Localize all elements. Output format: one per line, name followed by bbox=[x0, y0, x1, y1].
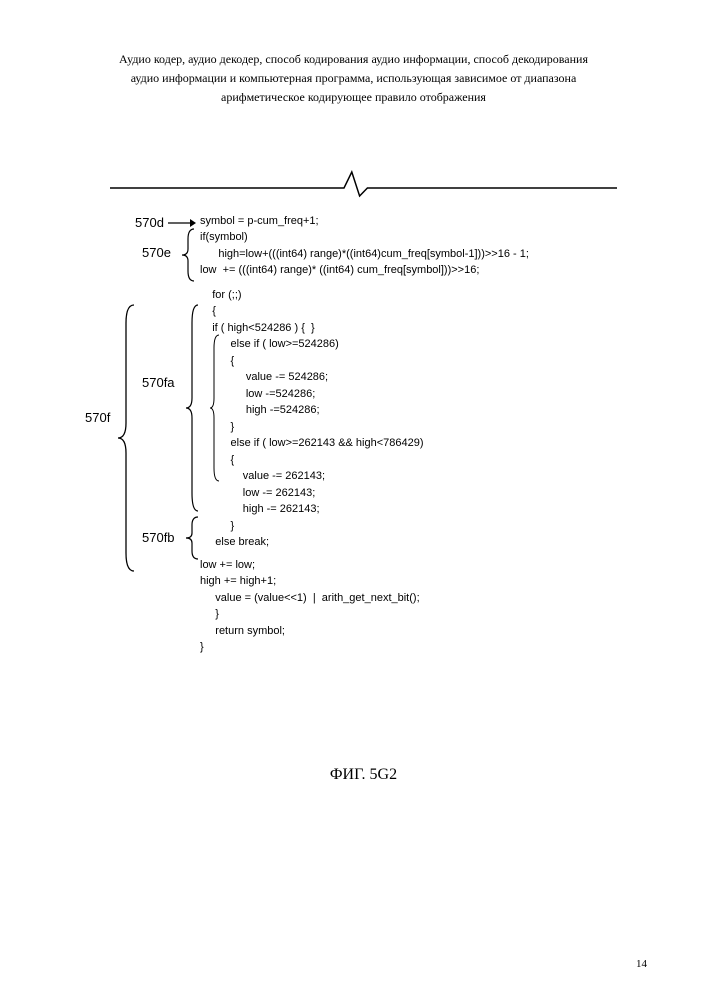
header-line-1: Аудио кодер, аудио декодер, способ кодир… bbox=[60, 50, 647, 69]
header-line-3: арифметическое кодирующее правило отобра… bbox=[60, 88, 647, 107]
code-line: value -= 262143; bbox=[200, 468, 647, 485]
code-line: low += (((int64) range)* ((int64) cum_fr… bbox=[200, 262, 647, 279]
code-line: low -=524286; bbox=[200, 386, 647, 403]
code-line: high += high+1; bbox=[200, 573, 647, 590]
page-number: 14 bbox=[636, 958, 647, 970]
header-line-2: аудио информации и компьютерная программ… bbox=[60, 69, 647, 88]
continuation-break-line bbox=[110, 168, 617, 198]
code-line: value = (value<<1) | arith_get_next_bit(… bbox=[200, 590, 647, 607]
code-line: symbol = p-cum_freq+1; bbox=[200, 213, 647, 230]
code-line: { bbox=[200, 303, 647, 320]
code-line: { bbox=[200, 452, 647, 469]
code-line: } bbox=[200, 606, 647, 623]
code-line: low -= 262143; bbox=[200, 485, 647, 502]
document-header: Аудио кодер, аудио декодер, способ кодир… bbox=[60, 50, 647, 108]
code-line: { bbox=[200, 353, 647, 370]
code-line: value -= 524286; bbox=[200, 369, 647, 386]
code-line: for (;;) bbox=[200, 287, 647, 304]
code-line: } bbox=[200, 639, 647, 656]
code-line: if(symbol) bbox=[200, 229, 647, 246]
code-line: else if ( low>=262143 && high<786429) bbox=[200, 435, 647, 452]
code-line: low += low; bbox=[200, 557, 647, 574]
code-line: high=low+(((int64) range)*((int64)cum_fr… bbox=[200, 246, 647, 263]
code-line: } bbox=[200, 419, 647, 436]
figure-area: 570d 570e 570f 570fa 570fb bbox=[80, 168, 647, 784]
code-block: 570d 570e 570f 570fa 570fb bbox=[80, 213, 647, 656]
code-line: } bbox=[200, 518, 647, 535]
code-line: else if ( low>=524286) bbox=[200, 336, 647, 353]
code-line: high -=524286; bbox=[200, 402, 647, 419]
figure-caption: ФИГ. 5G2 bbox=[80, 766, 647, 784]
code-line: else break; bbox=[200, 534, 647, 551]
code-line: if ( high<524286 ) { } bbox=[200, 320, 647, 337]
code-line: high -= 262143; bbox=[200, 501, 647, 518]
code-line: return symbol; bbox=[200, 623, 647, 640]
